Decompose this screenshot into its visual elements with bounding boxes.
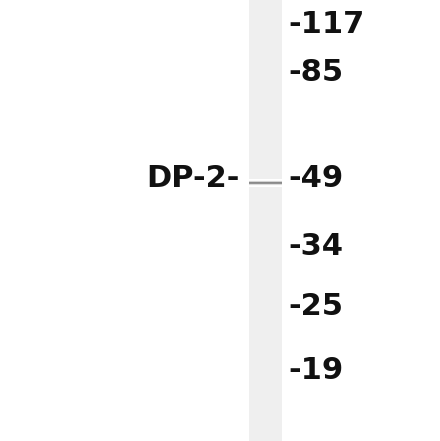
Text: -49: -49: [288, 164, 344, 193]
Text: -34: -34: [288, 232, 343, 262]
Text: -117: -117: [288, 10, 364, 39]
Text: -85: -85: [288, 58, 343, 87]
Text: -25: -25: [288, 292, 343, 321]
Bar: [249, 0, 282, 441]
Text: DP-2-: DP-2-: [147, 164, 240, 193]
Text: -19: -19: [288, 356, 344, 385]
